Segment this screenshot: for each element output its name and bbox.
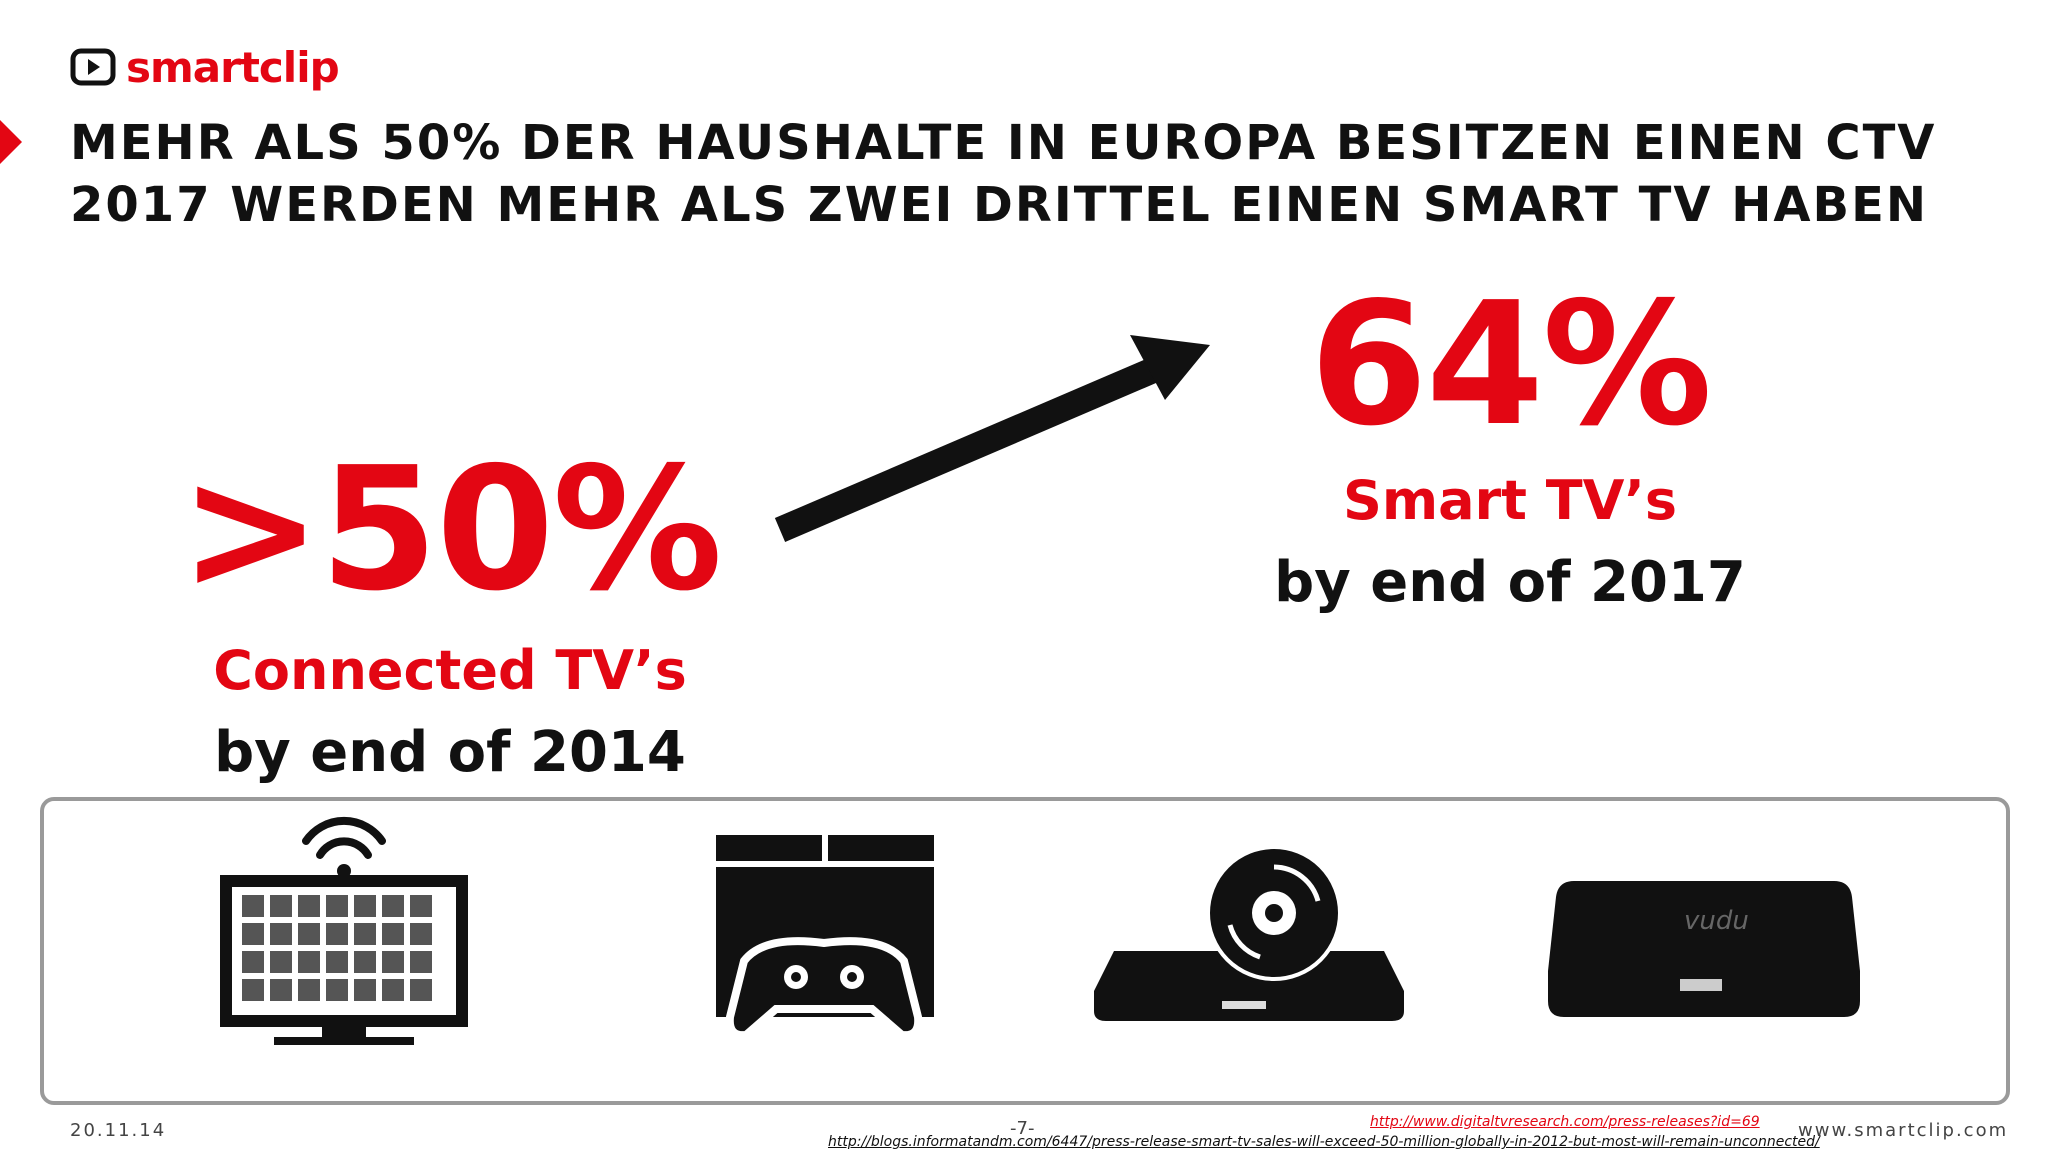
- svg-text:vudu: vudu: [1684, 906, 1749, 936]
- stat-period: by end of 2014: [214, 720, 686, 785]
- headline: MEHR ALS 50% DER HAUSHALTE IN EUROPA BES…: [70, 112, 2030, 236]
- stat-connected-tv: >50% Connected TV’s by end of 2014: [140, 440, 760, 794]
- stat-period: by end of 2017: [1274, 550, 1746, 615]
- stat-value: >50%: [179, 431, 722, 629]
- stat-smart-tv: 64% Smart TV’s by end of 2017: [1200, 270, 1820, 624]
- footer-date: 20.11.14: [70, 1120, 167, 1141]
- footer-website: www.smartclip.com: [1798, 1120, 2009, 1141]
- devices-panel: vudu: [40, 797, 2010, 1105]
- game-console-icon: [716, 835, 934, 1040]
- blu-ray-player-icon: [1094, 845, 1404, 1021]
- headline-line-1: MEHR ALS 50% DER HAUSHALTE IN EUROPA BES…: [70, 115, 1937, 171]
- brand-logo: smartclip: [70, 42, 340, 92]
- stat-value: 64%: [1309, 266, 1713, 464]
- source-link-digitaltvresearch[interactable]: http://www.digitaltvresearch.com/press-r…: [1370, 1114, 1760, 1130]
- logo-text: smartclip: [126, 42, 340, 92]
- stat-label: Connected TV’s: [213, 639, 687, 702]
- smart-tv-icon: [220, 816, 468, 1045]
- source-link-informatandm[interactable]: http://blogs.informatandm.com/6447/press…: [828, 1134, 1820, 1150]
- slide-marker: [0, 120, 22, 164]
- page-number: -7-: [1010, 1118, 1035, 1139]
- play-icon: [70, 48, 116, 86]
- streaming-box-icon: vudu: [1548, 881, 1860, 1017]
- growth-arrow-icon: [774, 335, 1210, 542]
- stat-label: Smart TV’s: [1342, 469, 1678, 532]
- headline-line-2: 2017 WERDEN MEHR ALS ZWEI DRITTEL EINEN …: [70, 177, 1929, 233]
